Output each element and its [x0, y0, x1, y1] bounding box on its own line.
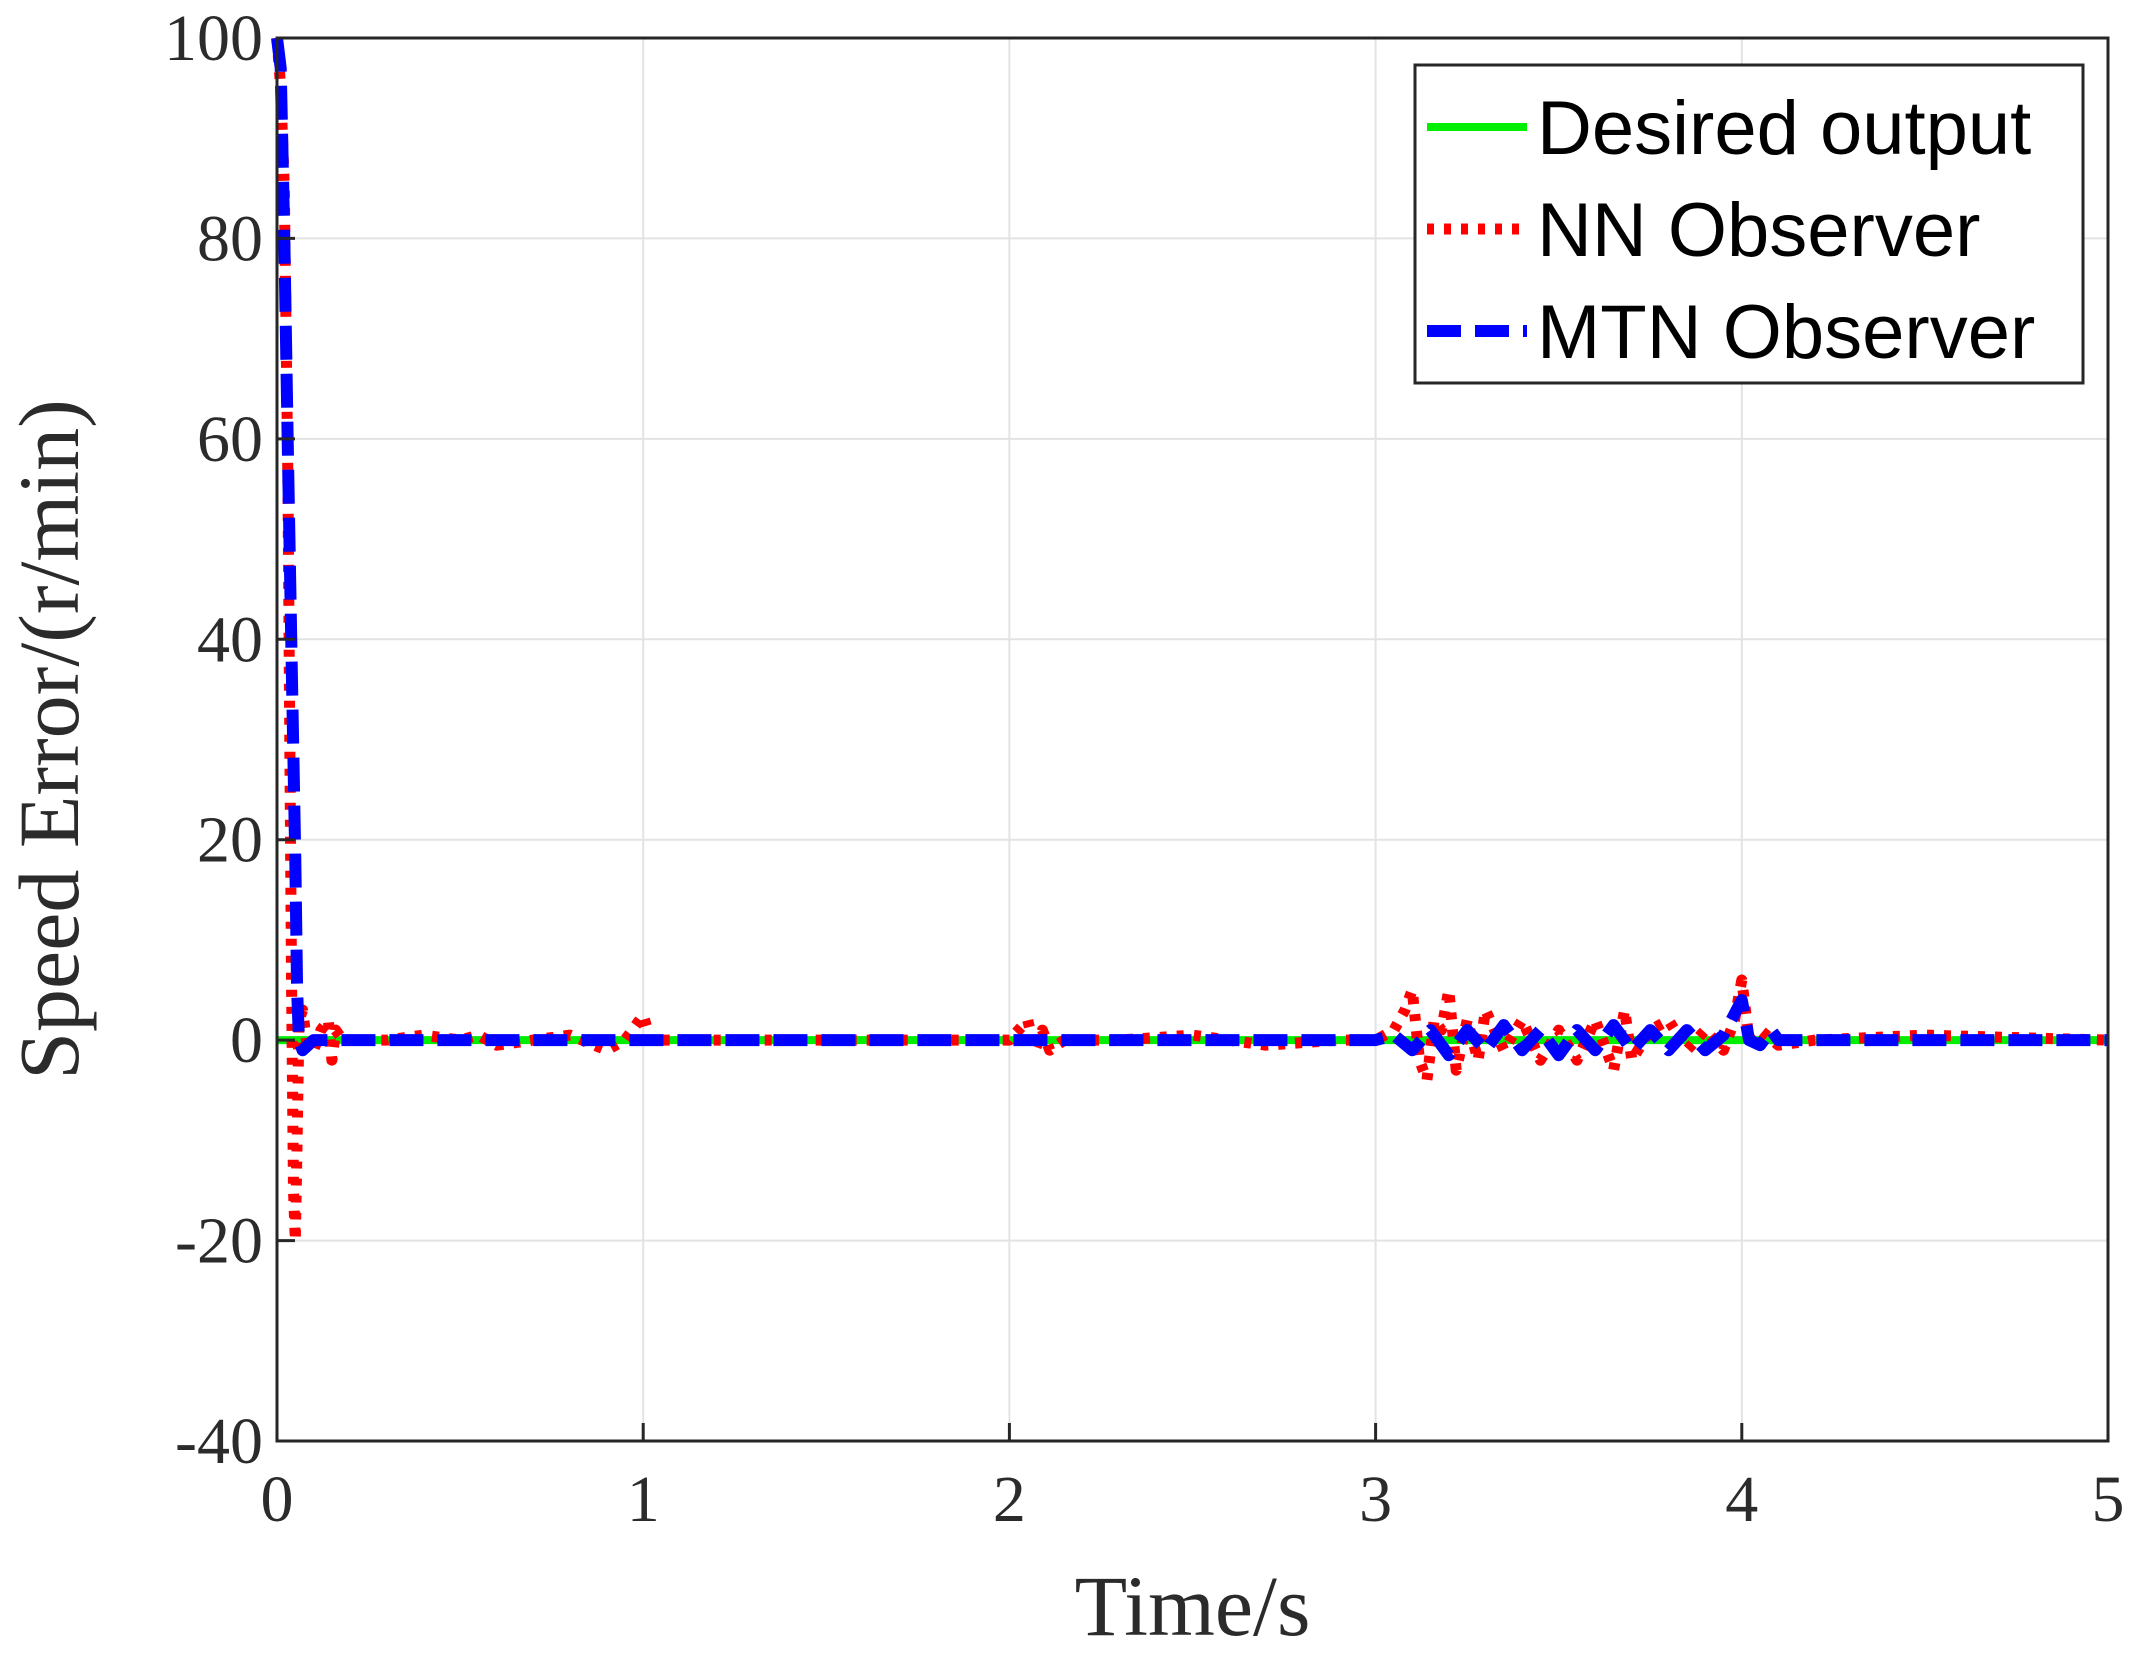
y-tick-label: 40: [197, 603, 263, 676]
x-tick-label: 4: [1725, 1463, 1758, 1536]
series-layer: [271, 37, 2109, 1247]
legend-label: MTN Observer: [1537, 290, 2035, 375]
x-tick-label: 3: [1359, 1463, 1392, 1536]
y-tick-label: -20: [175, 1205, 263, 1278]
series-line-nn-observer: [271, 37, 2109, 1247]
y-tick-label: 60: [197, 403, 263, 476]
x-tick-label: 5: [2092, 1463, 2125, 1536]
x-axis-ticks: 0 1 2 3 4 5: [261, 1423, 2125, 1536]
x-tick-label: 1: [627, 1463, 660, 1536]
x-tick-label: 2: [993, 1463, 1026, 1536]
series-line-mtn-observer: [271, 37, 2108, 1062]
y-tick-label: 0: [230, 1004, 263, 1077]
y-axis-title: Speed Error/(r/min): [1, 399, 97, 1080]
y-tick-label: 20: [197, 804, 263, 877]
y-tick-label: 80: [197, 202, 263, 275]
y-tick-label: 100: [164, 2, 263, 75]
legend-label: Desired output: [1537, 86, 2031, 171]
x-tick-label: 0: [261, 1463, 294, 1536]
legend: Desired output NN Observer MTN Observer: [1413, 63, 2085, 385]
y-tick-label: -40: [175, 1405, 263, 1478]
plot-frame: [275, 36, 2110, 1443]
y-axis-ticks: -40 -20 0 20 40 60 80 100: [164, 2, 295, 1478]
x-axis-title: Time/s: [1075, 1558, 1311, 1654]
legend-label: NN Observer: [1537, 188, 1980, 273]
